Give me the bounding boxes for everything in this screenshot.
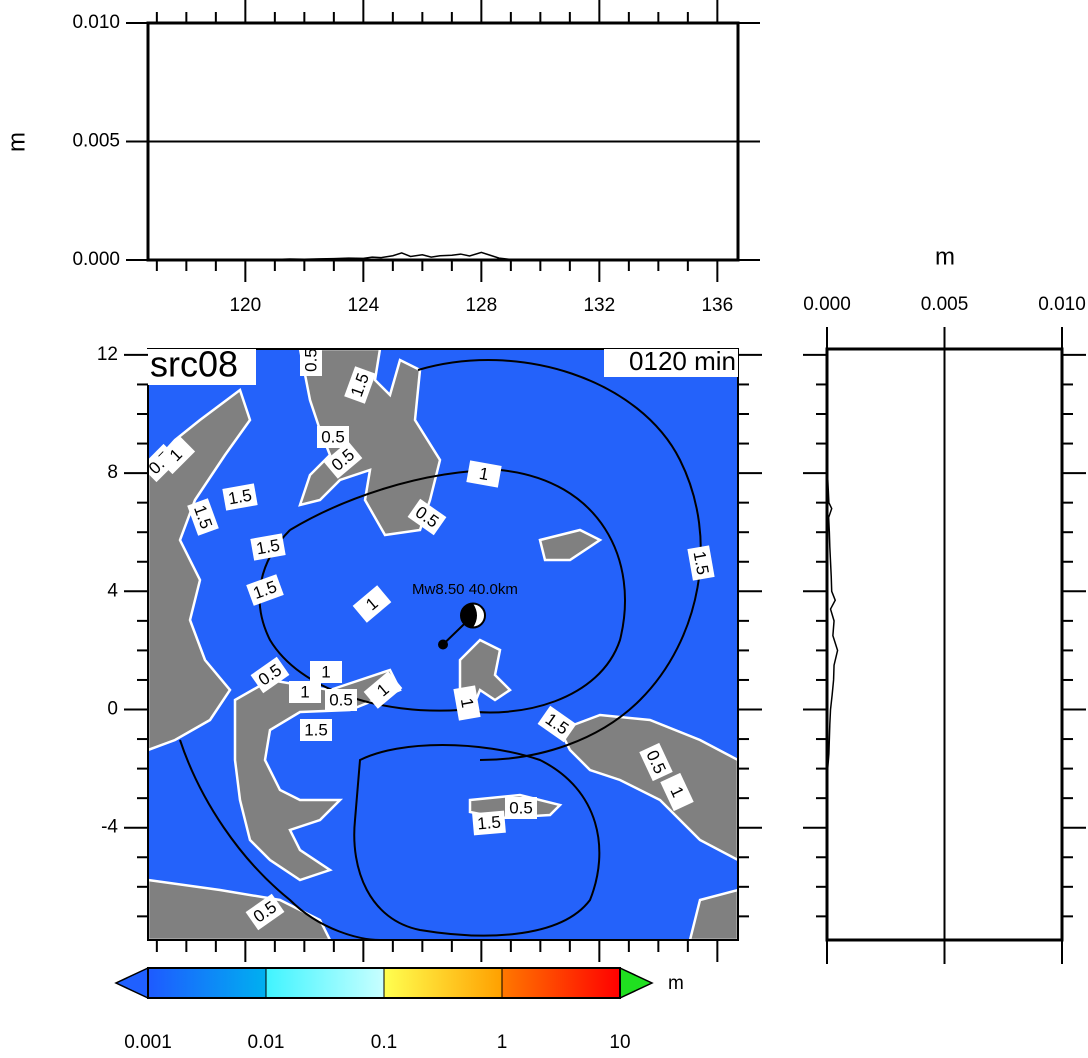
contour-label-text: 0.5 bbox=[301, 348, 320, 372]
y-tick-label: 12 bbox=[97, 344, 118, 365]
beachball-quadrant bbox=[461, 603, 477, 628]
contour-label-box bbox=[660, 772, 694, 812]
map-subtitle: 0120 min bbox=[629, 346, 736, 376]
colorbar-segment bbox=[384, 968, 502, 998]
colorbar-segment bbox=[266, 968, 384, 998]
contour-label: 1.5 bbox=[222, 483, 258, 511]
annotation: Mw8.50 40.0km bbox=[412, 581, 518, 598]
y-axis-label: m bbox=[3, 132, 30, 152]
y-tick-label: 8 bbox=[107, 462, 118, 483]
x-tick-label: 124 bbox=[347, 295, 379, 316]
contour-label-box bbox=[363, 671, 403, 709]
contour-label: 1 bbox=[156, 435, 196, 475]
contour-label-text: 1.5 bbox=[476, 812, 501, 833]
contour-label-box bbox=[466, 460, 502, 488]
colorbar-tick-label: 1 bbox=[497, 1032, 508, 1053]
contour-label: 1 bbox=[363, 671, 403, 709]
contour-label: 1.5 bbox=[472, 810, 506, 836]
x-tick-label: 136 bbox=[701, 295, 733, 316]
contour-label-box bbox=[505, 797, 537, 819]
contour-label: 1.5 bbox=[300, 719, 332, 741]
x-tick-label: 0.000 bbox=[803, 294, 851, 315]
contour-label-box bbox=[537, 705, 577, 743]
epicenter bbox=[438, 639, 448, 650]
contour-label-box bbox=[246, 574, 284, 606]
x-tick-label: 132 bbox=[583, 295, 615, 316]
contour-label-box bbox=[453, 685, 481, 721]
contour-label: 1 bbox=[453, 685, 481, 721]
contour-label-box bbox=[245, 893, 285, 931]
contour-label: 1 bbox=[352, 585, 392, 623]
contour-label-text: 1 bbox=[478, 464, 491, 484]
colorbar-unit: m bbox=[668, 973, 684, 994]
contour-label-box bbox=[250, 656, 290, 694]
y-tick-label: 0.005 bbox=[72, 131, 120, 152]
contour-label-text: 0.5 bbox=[321, 427, 345, 446]
contour-label-box bbox=[325, 689, 357, 711]
contour-label-text: 1 bbox=[300, 682, 309, 701]
contour-label-text: 1.5 bbox=[690, 550, 713, 577]
contour-label-box bbox=[300, 719, 332, 741]
contour-label: 1.5 bbox=[250, 533, 286, 561]
contour-label-box bbox=[289, 681, 321, 703]
contour-label-box bbox=[472, 810, 506, 836]
contour-label-text: 0.5 bbox=[329, 690, 353, 709]
contour-label-text: 1 bbox=[321, 662, 330, 681]
map-frame bbox=[147, 348, 739, 941]
colorbar-tick-label: 0.01 bbox=[248, 1032, 285, 1053]
map-title: src08 bbox=[150, 344, 238, 385]
contour-label: 1 bbox=[310, 661, 342, 683]
contour-label: 0.5 bbox=[325, 689, 357, 711]
x-axis-label: m bbox=[935, 243, 955, 270]
contour-label: 1 bbox=[466, 460, 502, 488]
land bbox=[148, 349, 738, 940]
contour-label-text: 1.5 bbox=[304, 720, 328, 739]
series-line bbox=[826, 473, 839, 769]
colorbar-segment bbox=[148, 968, 266, 998]
x-tick-label: 120 bbox=[229, 295, 261, 316]
contour-label-text: 0.5 bbox=[509, 798, 533, 817]
contour-label: 0.5 bbox=[317, 426, 349, 448]
colorbar-tick-label: 0.1 bbox=[371, 1032, 397, 1053]
title-box bbox=[146, 349, 256, 385]
x-tick-label: 0.010 bbox=[1038, 294, 1086, 315]
series-line bbox=[171, 251, 511, 261]
contour-label: 1 bbox=[289, 681, 321, 703]
y-tick-label: 0.010 bbox=[72, 12, 120, 33]
colorbar-tick-label: 10 bbox=[609, 1032, 630, 1053]
contour-label-box bbox=[156, 435, 196, 475]
contour-label-box bbox=[639, 742, 673, 782]
subtitle-box bbox=[604, 349, 738, 377]
x-tick-label: 0.005 bbox=[921, 294, 969, 315]
contour-label: 1.5 bbox=[687, 545, 715, 581]
contour-label-box bbox=[352, 585, 392, 623]
contour-label-box bbox=[310, 661, 342, 683]
contour-label-box bbox=[317, 426, 349, 448]
colorbar-segment bbox=[502, 968, 620, 998]
contour-label-text: 1 bbox=[457, 697, 477, 710]
y-tick-label: 0.000 bbox=[72, 249, 120, 270]
contour-label-text: 1.5 bbox=[255, 536, 282, 559]
contour-label: 0.5 bbox=[505, 797, 537, 819]
map-area: 0.51.50.50.50.511.51.5 0.511.51.511.50.5 1… bbox=[148, 348, 738, 940]
contour-label-box bbox=[407, 498, 447, 536]
contour-label-box bbox=[250, 533, 286, 561]
contour-label-box bbox=[687, 545, 715, 581]
contour-label-box bbox=[222, 483, 258, 511]
colorbar-over bbox=[619, 966, 654, 1000]
contour-label-box bbox=[323, 441, 363, 479]
contour-label: 1 bbox=[660, 772, 694, 812]
y-tick-label: -4 bbox=[101, 817, 118, 838]
colorbar-tick-label: 0.001 bbox=[124, 1032, 172, 1053]
y-tick-label: 0 bbox=[107, 699, 118, 720]
y-tick-label: 4 bbox=[107, 580, 118, 601]
contour-label: 0.5 bbox=[300, 348, 322, 376]
contour-label-box bbox=[187, 498, 219, 536]
contour-label-box bbox=[300, 349, 322, 376]
colorbar-under bbox=[114, 966, 149, 1000]
contour-label-box bbox=[344, 366, 376, 404]
x-tick-label: 128 bbox=[465, 295, 497, 316]
contour-label-text: 1.5 bbox=[227, 486, 254, 509]
